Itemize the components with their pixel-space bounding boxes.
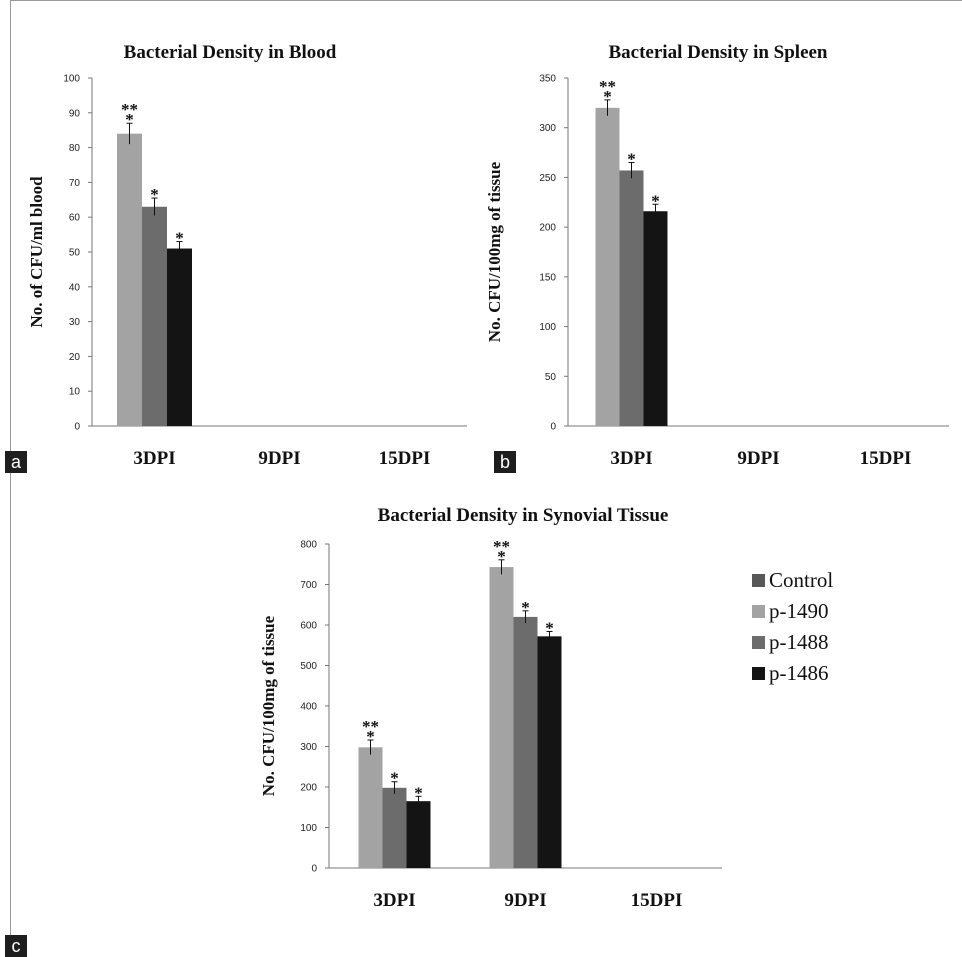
y-tick-label-a: 70 xyxy=(69,178,81,189)
legend-label-control: Control xyxy=(769,568,833,592)
chart-title-b: Bacterial Density in Spleen xyxy=(608,42,827,63)
y-axis-label-a: No. of CFU/ml blood xyxy=(27,176,46,328)
y-tick-label-a: 80 xyxy=(69,143,81,154)
significance-mark-a: * xyxy=(150,185,159,204)
bar-b-p-1490-3DPI xyxy=(595,107,620,426)
bar-c-p-1490-3DPI xyxy=(358,747,383,868)
chart-title-a: Bacterial Density in Blood xyxy=(124,42,337,63)
legend-swatch-p-1488 xyxy=(752,636,765,649)
y-axis-label-c: No. CFU/100mg of tissue xyxy=(259,615,278,796)
y-tick-label-a: 90 xyxy=(69,108,81,119)
y-tick-label-c: 0 xyxy=(311,864,317,875)
x-category-label-c: 3DPI xyxy=(373,890,415,911)
x-category-label-c: 15DPI xyxy=(631,890,683,911)
bar-b-p-1488-3DPI xyxy=(619,170,644,426)
y-tick-label-c: 100 xyxy=(300,823,317,834)
y-tick-label-b: 200 xyxy=(539,223,556,234)
y-tick-label-a: 20 xyxy=(69,352,81,363)
bar-a-p-1486-3DPI xyxy=(167,248,192,426)
y-tick-label-b: 50 xyxy=(545,372,557,383)
significance-mark-c: * xyxy=(497,547,506,566)
y-tick-label-a: 40 xyxy=(69,282,81,293)
y-tick-label-a: 0 xyxy=(74,422,80,433)
x-category-label-a: 3DPI xyxy=(133,448,175,469)
y-tick-label-b: 350 xyxy=(539,74,556,85)
bar-b-p-1486-3DPI xyxy=(643,211,668,426)
y-tick-label-a: 100 xyxy=(63,74,80,85)
figure-frame xyxy=(10,0,962,957)
y-tick-label-c: 500 xyxy=(300,661,317,672)
y-tick-label-a: 60 xyxy=(69,213,81,224)
y-axis-label-b: No. CFU/100mg of tissue xyxy=(485,161,504,342)
legend-label-p-1490: p-1490 xyxy=(769,599,829,623)
legend-swatch-p-1490 xyxy=(752,605,765,618)
y-tick-label-c: 400 xyxy=(300,702,317,713)
x-category-label-a: 15DPI xyxy=(379,448,431,469)
bar-c-p-1488-3DPI xyxy=(382,787,407,868)
y-tick-label-a: 30 xyxy=(69,317,81,328)
y-tick-label-b: 100 xyxy=(539,322,556,333)
y-tick-label-b: 0 xyxy=(550,422,556,433)
significance-mark-c: * xyxy=(545,618,554,637)
significance-mark-c: * xyxy=(366,727,375,746)
y-tick-label-c: 300 xyxy=(300,742,317,753)
y-tick-label-c: 600 xyxy=(300,621,317,632)
y-tick-label-a: 50 xyxy=(69,248,81,259)
panel-label-b: b xyxy=(494,451,516,473)
y-tick-label-c: 200 xyxy=(300,783,317,794)
significance-mark-b: * xyxy=(603,87,612,106)
x-category-label-b: 9DPI xyxy=(737,448,779,469)
significance-mark-a: * xyxy=(175,229,184,248)
significance-mark-a: ** xyxy=(121,100,138,119)
significance-mark-b: * xyxy=(651,191,660,210)
bar-a-p-1488-3DPI xyxy=(142,206,167,426)
bar-c-p-1488-9DPI xyxy=(513,616,538,868)
legend-swatch-p-1486 xyxy=(752,667,765,680)
significance-mark-c: * xyxy=(414,783,423,802)
bar-c-p-1490-9DPI xyxy=(489,567,514,868)
significance-mark-b: * xyxy=(627,150,636,169)
panel-label-a: a xyxy=(5,451,27,473)
significance-mark-c: * xyxy=(521,598,530,617)
y-tick-label-c: 700 xyxy=(300,580,317,591)
significance-mark-a: * xyxy=(125,110,134,129)
chart-title-c: Bacterial Density in Synovial Tissue xyxy=(378,505,669,526)
y-tick-label-a: 10 xyxy=(69,387,81,398)
y-tick-label-b: 150 xyxy=(539,272,556,283)
significance-mark-c: ** xyxy=(493,537,510,556)
legend-label-p-1486: p-1486 xyxy=(769,661,829,685)
bar-a-p-1490-3DPI xyxy=(117,133,142,426)
x-category-label-b: 15DPI xyxy=(860,448,912,469)
y-tick-label-c: 800 xyxy=(300,540,317,551)
x-category-label-b: 3DPI xyxy=(610,448,652,469)
y-tick-label-b: 300 xyxy=(539,123,556,134)
x-category-label-c: 9DPI xyxy=(504,890,546,911)
significance-mark-b: ** xyxy=(599,77,616,96)
legend-swatch-control xyxy=(752,574,765,587)
y-tick-label-b: 250 xyxy=(539,173,556,184)
significance-mark-c: ** xyxy=(362,717,379,736)
legend-label-p-1488: p-1488 xyxy=(769,630,829,654)
significance-mark-c: * xyxy=(390,769,399,788)
bar-c-p-1486-9DPI xyxy=(537,636,562,868)
x-category-label-a: 9DPI xyxy=(258,448,300,469)
bar-c-p-1486-3DPI xyxy=(406,801,431,868)
panel-label-c: c xyxy=(5,935,27,957)
